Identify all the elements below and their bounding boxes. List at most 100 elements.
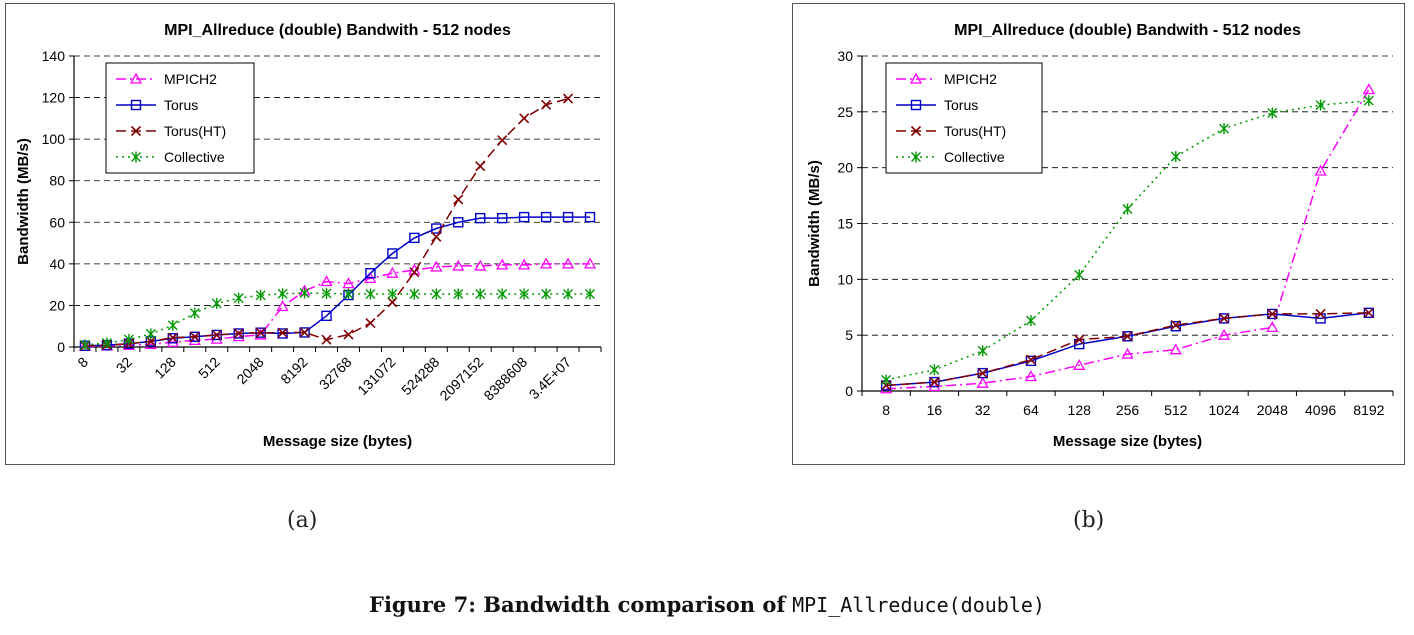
y-tick-label: 20	[837, 160, 853, 176]
data-point-collective	[409, 288, 420, 300]
data-point-collective	[453, 288, 464, 300]
data-point-torus	[453, 217, 464, 228]
x-tick-label: 128	[151, 354, 179, 382]
data-point-collective	[255, 289, 266, 301]
data-point-collective	[1315, 99, 1326, 111]
series-line-collective	[84, 292, 590, 346]
x-tick-label: 131072	[354, 354, 398, 398]
x-tick-label: 8	[74, 354, 91, 371]
data-point-mpich2	[1024, 370, 1038, 382]
data-point-collective	[211, 297, 222, 309]
x-tick-label: 16	[927, 402, 943, 418]
data-point-mpich2	[518, 258, 531, 270]
data-point-collective	[365, 288, 376, 300]
data-point-collective	[343, 288, 354, 300]
x-tick-label: 4096	[1305, 402, 1336, 418]
chart-b-svg: MPI_Allreduce (double) Bandwith - 512 no…	[806, 22, 1394, 450]
data-point-collective	[1074, 269, 1085, 281]
y-tick-label: 20	[49, 297, 65, 313]
data-point-torus-ht-	[233, 328, 244, 339]
data-point-collective	[1122, 203, 1133, 215]
y-tick-label: 100	[42, 131, 66, 147]
data-point-torus	[409, 232, 420, 244]
legend-marker-torus-ht-	[910, 125, 922, 137]
data-point-collective	[123, 334, 134, 346]
data-point-mpich2	[1169, 343, 1182, 355]
y-tick-label: 80	[49, 173, 65, 189]
data-point-collective	[881, 374, 892, 386]
data-point-mpich2	[210, 332, 223, 344]
data-point-torus	[518, 211, 530, 223]
data-point-collective	[1363, 95, 1374, 107]
data-point-torus-ht-	[977, 368, 988, 379]
data-point-mpich2	[342, 277, 355, 289]
data-point-collective	[1025, 315, 1036, 327]
data-point-collective	[929, 364, 940, 376]
y-tick-label: 5	[845, 327, 853, 343]
y-tick-label: 0	[57, 339, 65, 355]
legend-marker-mpich2	[909, 72, 923, 84]
data-point-collective	[497, 288, 508, 300]
legend-marker-collective	[911, 151, 921, 163]
data-point-collective	[1267, 107, 1278, 119]
data-point-torus-ht-	[541, 99, 552, 110]
data-point-torus	[496, 212, 508, 224]
data-point-torus-ht-	[431, 231, 442, 242]
data-point-torus	[475, 212, 486, 224]
chart-title: MPI_Allreduce (double) Bandwith - 512 no…	[954, 22, 1301, 39]
legend: MPICH2 Torus Torus(HT) Collective	[885, 62, 1043, 174]
data-point-mpich2	[583, 257, 597, 269]
data-point-torus-ht-	[321, 334, 332, 345]
data-point-torus-ht-	[387, 297, 398, 308]
series-collective	[79, 287, 596, 351]
legend-marker-torus-ht-	[130, 125, 142, 137]
data-point-mpich2	[166, 335, 179, 347]
data-point-mpich2	[276, 300, 289, 312]
series-torus-ht-	[881, 307, 1374, 391]
y-tick-label: 0	[845, 383, 853, 399]
data-point-mpich2	[1121, 347, 1134, 359]
series-collective	[881, 95, 1374, 386]
data-point-mpich2	[1073, 358, 1086, 370]
subfigure-label-b: (b)	[1073, 508, 1105, 533]
data-point-collective	[977, 345, 988, 357]
data-point-torus-ht-	[277, 327, 288, 338]
y-tick-label: 30	[837, 48, 853, 64]
x-tick-label: 512	[195, 354, 223, 382]
data-point-collective	[189, 307, 200, 319]
x-axis-label: Message size (bytes)	[1053, 433, 1202, 450]
data-point-collective	[563, 288, 574, 300]
data-point-mpich2	[122, 338, 136, 350]
data-point-torus	[562, 211, 574, 223]
data-point-torus-ht-	[475, 161, 486, 172]
legend-marker-torus	[130, 99, 142, 111]
data-point-torus-ht-	[1315, 308, 1326, 320]
legend-marker-mpich2	[129, 72, 143, 84]
y-tick-label: 120	[42, 90, 66, 106]
caption-label: Figure 7: Bandwidth comparison of	[369, 592, 786, 617]
x-tick-label: 128	[1068, 402, 1092, 418]
data-point-torus-ht-	[497, 135, 508, 146]
data-point-collective	[519, 288, 530, 300]
legend-label-collective: Collective	[164, 149, 225, 165]
data-point-torus-ht-	[255, 327, 266, 338]
data-point-mpich2	[452, 259, 465, 271]
chart-panel-b: MPI_Allreduce (double) Bandwith - 512 no…	[792, 3, 1405, 465]
data-point-torus-ht-	[409, 267, 420, 278]
data-point-mpich2	[1314, 164, 1327, 176]
data-point-collective	[475, 288, 486, 300]
data-point-torus-ht-	[929, 377, 940, 388]
x-tick-label: 8388608	[480, 354, 530, 404]
data-point-mpich2	[1217, 328, 1231, 340]
legend-label-mpich2: MPICH2	[164, 71, 217, 87]
y-tick-label: 60	[49, 214, 65, 230]
legend-marker-torus	[910, 99, 922, 111]
data-point-torus-ht-	[211, 329, 222, 341]
data-point-mpich2	[1266, 321, 1279, 333]
data-point-torus-ht-	[562, 93, 574, 104]
data-point-torus	[365, 268, 376, 279]
data-point-collective	[145, 328, 156, 340]
y-tick-label: 140	[42, 48, 66, 64]
legend-label-torus: Torus	[164, 97, 198, 113]
y-tick-label: 40	[49, 256, 65, 272]
